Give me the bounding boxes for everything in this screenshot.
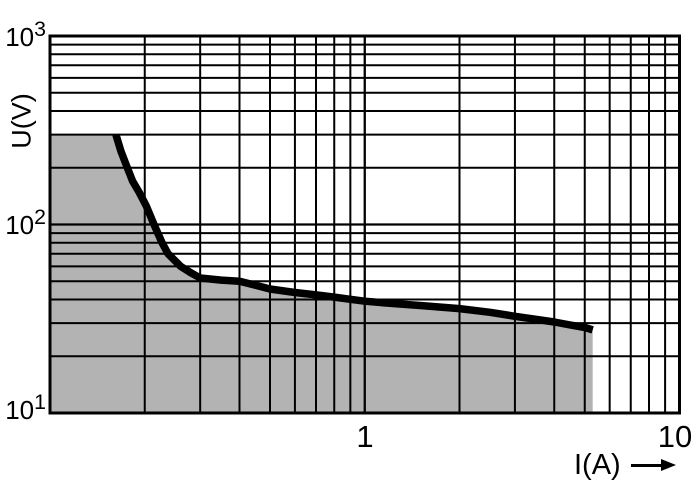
x-tick-10: 10 [657, 419, 693, 454]
y-tick-10-base: 10 [5, 395, 35, 425]
load-limit-curve [112, 133, 594, 334]
y-tick-1000-exponent: 3 [34, 16, 46, 41]
y-tick-100-exponent: 2 [34, 204, 46, 229]
y-axis-title: U(V) [6, 93, 37, 149]
x-axis-title: I(A) [574, 451, 676, 480]
x-tick-1: 1 [356, 419, 374, 454]
plot-border [48, 34, 681, 415]
x-axis-title-text: I(A) [574, 449, 621, 481]
y-tick-100-base: 10 [5, 210, 35, 240]
y-tick-100: 102 [0, 206, 46, 240]
y-tick-1000: 103 [0, 18, 46, 52]
right-arrow-icon [630, 459, 676, 472]
shaded-load-region [50, 134, 593, 413]
y-tick-10: 101 [0, 391, 46, 425]
y-tick-10-exponent: 1 [34, 389, 46, 414]
y-tick-1000-base: 10 [5, 22, 35, 52]
